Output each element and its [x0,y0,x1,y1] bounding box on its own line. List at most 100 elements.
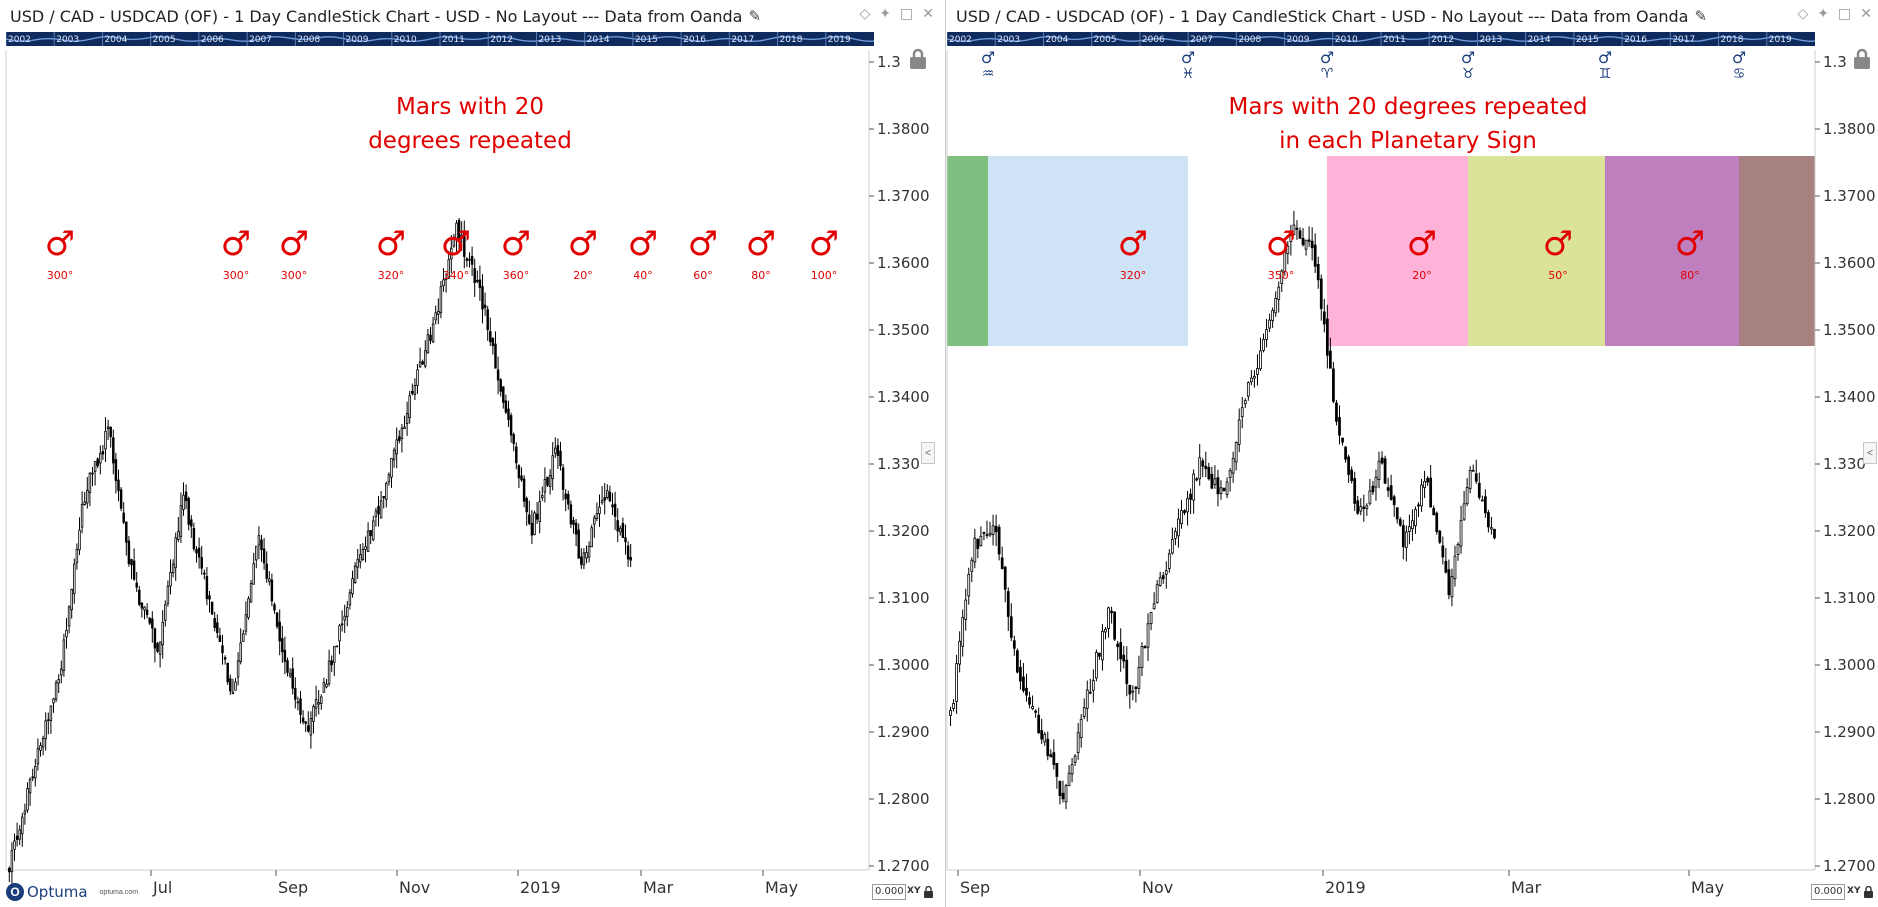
candle-body [1289,235,1293,242]
ingress-planet-icon[interactable]: ♂ [1598,48,1612,67]
candle-body [1429,477,1433,508]
left-overview-timeline[interactable]: 2002 2003 2004 2005 2006 2007 2008 2009 2010 2011… [6,32,874,46]
overview-year-label: 2002 [8,35,31,45]
mars-degree-label: 340° [443,269,470,282]
candle-body [1164,570,1168,575]
edit-title-icon[interactable]: ✎ [748,7,762,25]
candle-body [1471,469,1475,472]
candle-body [132,560,136,580]
mars-degree-label: 300° [223,269,250,282]
candle-body [1392,496,1396,506]
ingress-planet-icon[interactable]: ♂ [981,48,995,67]
maximize-icon[interactable]: □ [900,6,914,22]
ingress-planet-icon[interactable]: ♂ [1320,48,1334,67]
diamond-icon[interactable]: ◇ [859,6,871,22]
collapse-panel-button[interactable]: < [1863,442,1877,464]
candle-body [320,696,323,704]
candle-body [1377,460,1381,480]
mars-glyph-icon[interactable]: ♂ [746,224,776,264]
mars-glyph-icon[interactable]: ♂ [688,224,718,264]
mars-glyph-icon[interactable]: ♂ [441,224,471,264]
overview-year-label: 2010 [394,35,417,45]
candle-body [413,384,417,395]
candle-body [613,503,617,517]
pin-icon[interactable]: ✦ [1817,6,1830,22]
collapse-panel-button[interactable]: < [921,442,935,464]
maximize-icon[interactable]: □ [1838,6,1852,22]
candle-body [1444,560,1448,573]
candle-body [429,334,432,341]
mars-glyph-icon[interactable]: ♂ [501,224,531,264]
candle-body [1061,792,1065,800]
candle-body [982,532,986,534]
mars-glyph-icon[interactable]: ♂ [628,224,658,264]
edit-title-icon[interactable]: ✎ [1694,7,1708,25]
right-value-field[interactable]: 0.000 [1811,884,1845,900]
left-xy-toggle[interactable]: XY [907,886,921,896]
candle-body [416,369,419,386]
candle-body [574,522,578,535]
mars-glyph-icon[interactable]: ♂ [568,224,598,264]
right-small-lock-icon[interactable] [1863,885,1874,898]
left-chart-canvas[interactable]: 1.3 1.3800 1.3700 1.3600 1.3500 1.3400 1.330 1.… [0,0,940,907]
mars-glyph-icon[interactable]: ♂ [809,224,839,264]
candle-body [1058,781,1062,797]
candle-body [608,491,612,502]
candle-body [93,461,97,473]
candle-body [985,534,989,537]
candle-body [1438,530,1442,543]
overview-year-label: 2005 [1094,35,1117,45]
candle-body [595,513,599,519]
candle-body [190,519,193,527]
left-value-field[interactable]: 0.000 [872,884,906,900]
pin-icon[interactable]: ✦ [879,6,892,22]
candle-body [1350,469,1354,481]
candle-body [1088,691,1092,694]
diamond-icon[interactable]: ◇ [1797,6,1809,22]
candle-body [218,635,222,642]
right-overview-timeline[interactable]: 2002 2003 2004 2005 2006 2007 2008 2009 2010 2011… [947,32,1815,46]
right-xy-toggle[interactable]: XY [1847,886,1861,896]
price-axis-label: 1.2900 [1823,723,1876,741]
candle-body [1426,477,1429,483]
candle-body [182,494,185,510]
price-axis-label: 1.330 [1823,455,1866,473]
ingress-planet-icon[interactable]: ♂ [1461,48,1475,67]
candle-body [530,522,534,536]
close-icon[interactable]: ✕ [922,6,934,22]
mars-glyph-icon[interactable]: ♂ [221,224,251,264]
candle-body [304,721,307,724]
candle-body [1329,350,1332,369]
candle-body [156,642,159,652]
candle-body [1064,785,1068,803]
candle-body [62,639,66,671]
candle-body [1319,278,1323,309]
candle-body [21,816,24,835]
overview-year-label: 2015 [1576,35,1599,45]
mars-degree-label: 320° [1120,269,1147,282]
mars-glyph-icon[interactable]: ♂ [1266,224,1296,264]
close-icon[interactable]: ✕ [1860,6,1872,22]
lock-icon[interactable] [908,48,928,70]
mars-degree-label: 350° [1268,269,1295,282]
candle-body [275,612,279,627]
mars-glyph-icon[interactable]: ♂ [279,224,309,264]
mars-glyph-icon[interactable]: ♂ [376,224,406,264]
candle-body [1098,652,1101,657]
mars-glyph-icon[interactable]: ♂ [45,224,75,264]
candle-body [582,552,586,566]
mars-glyph-icon[interactable]: ♂ [1543,224,1573,264]
candle-body [452,236,456,247]
mars-glyph-icon[interactable]: ♂ [1407,224,1437,264]
left-small-lock-icon[interactable] [923,885,934,898]
lock-icon[interactable] [1852,48,1872,70]
right-chart-canvas[interactable]: 1.3 1.3800 1.3700 1.3600 1.3500 1.3400 1.330 1.… [946,0,1878,907]
mars-glyph-icon[interactable]: ♂ [1675,224,1705,264]
candle-body [478,279,482,288]
ingress-planet-icon[interactable]: ♂ [1732,48,1746,67]
ingress-planet-icon[interactable]: ♂ [1181,48,1195,67]
candle-body [28,778,32,794]
candle-body [213,618,216,628]
mars-glyph-icon[interactable]: ♂ [1118,224,1148,264]
candle-body [496,369,500,381]
